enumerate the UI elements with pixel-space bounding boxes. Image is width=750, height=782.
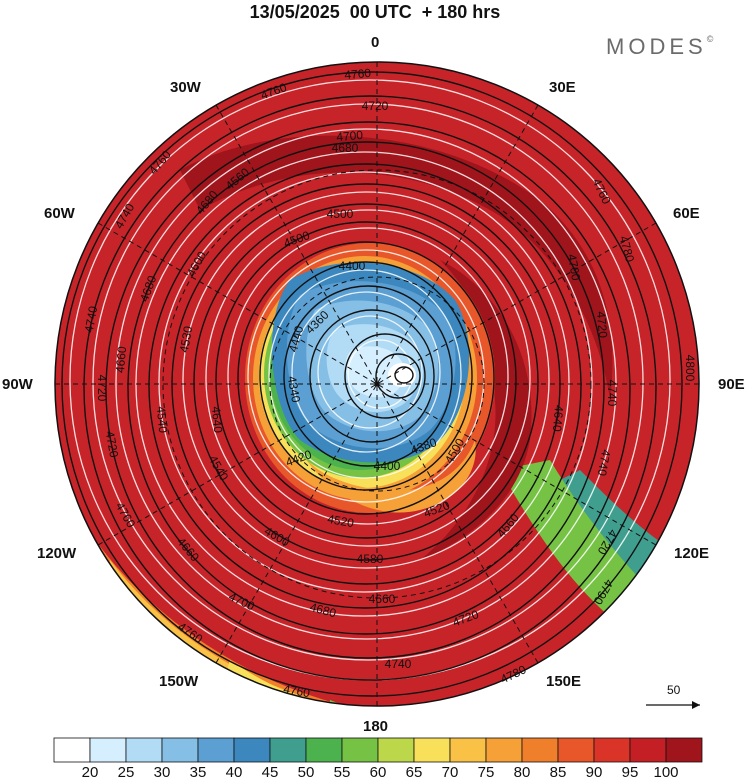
contour-label: 4760 <box>282 682 311 700</box>
colorbar-label: 85 <box>549 764 567 781</box>
contour-label: 4520 <box>326 512 355 530</box>
colorbar-label: 55 <box>333 764 351 781</box>
colorbar-swatch <box>233 737 271 763</box>
contour-label: 4700 <box>336 128 364 144</box>
contour-label: 4660 <box>113 345 129 373</box>
lon-label-90e: 90E <box>718 376 745 393</box>
colorbar-swatch <box>485 737 523 763</box>
contour-label: 4660 <box>369 592 396 606</box>
contour-label: 4530 <box>177 325 195 354</box>
colorbar-swatch <box>125 737 163 763</box>
contour-label: 4740 <box>595 448 613 477</box>
contour-label: 4500 <box>327 207 354 221</box>
contour-label: 4680 <box>332 141 359 155</box>
contour-label: 4640 <box>209 406 225 434</box>
contour-label: 4440 <box>286 324 307 354</box>
colorbar-label: 25 <box>117 764 135 781</box>
colorbar-label: 60 <box>369 764 387 781</box>
lon-label-180: 180 <box>363 718 389 735</box>
contour-label: 4720 <box>103 430 121 459</box>
colorbar-swatch <box>305 737 343 763</box>
colorbar-swatch <box>521 737 559 763</box>
colorbar-swatch <box>557 737 595 763</box>
colorbar-swatch <box>593 737 631 763</box>
lon-label-0: 0 <box>371 34 380 51</box>
lon-label-150w: 150W <box>159 673 199 690</box>
wind-reference-label: 50 <box>667 683 681 697</box>
colorbar-swatch <box>413 737 451 763</box>
colorbar-swatch <box>53 737 91 763</box>
contour-label: 4760 <box>344 66 372 82</box>
graticule <box>55 62 699 706</box>
brand-logo: MODES© <box>606 34 713 60</box>
colorbar-label: 100 <box>653 764 679 781</box>
colorbar-label: 65 <box>405 764 423 781</box>
colorbar-swatch <box>341 737 379 763</box>
map-boundary <box>54 61 700 707</box>
lon-label-30e: 30E <box>549 79 576 96</box>
colorbar-swatch <box>269 737 307 763</box>
colorbar-label: 75 <box>477 764 495 781</box>
colorbar-swatch <box>449 737 487 763</box>
colorbar <box>53 737 703 763</box>
colorbar-swatch <box>197 737 235 763</box>
lon-label-60w: 60W <box>44 205 75 222</box>
lon-label-90w: 90W <box>2 376 33 393</box>
contour-label: 4680 <box>308 600 338 621</box>
contour-label: 4580 <box>357 552 384 566</box>
brand-name: MODES <box>606 34 707 59</box>
north-pole-marker <box>374 381 380 387</box>
contour-label: 4720 <box>362 99 389 113</box>
contour-label: 4700 <box>565 253 583 282</box>
lon-label-150e: 150E <box>546 673 582 690</box>
colorbar-label: 30 <box>153 764 171 781</box>
colorbar-label: 20 <box>81 764 99 781</box>
contour-label: 4720 <box>95 375 109 402</box>
colorbar-label: 90 <box>585 764 603 781</box>
colorbar-label: 45 <box>261 764 279 781</box>
colorbar-label: 40 <box>225 764 243 781</box>
lon-label-30w: 30W <box>170 79 201 96</box>
map-title: 13/05/2025 00 UTC + 180 hrs <box>249 2 501 22</box>
contour-label: 4800 <box>683 355 697 382</box>
colorbar-swatch <box>377 737 415 763</box>
contour-label: 4540 <box>154 406 170 434</box>
contour-label: 4780 <box>617 234 638 264</box>
lon-label-120e: 120E <box>674 545 710 562</box>
contour-label: 4340 <box>285 375 303 404</box>
contour-label: 4400 <box>374 459 401 473</box>
contour-label: 4740 <box>82 305 100 334</box>
colorbar-swatch <box>665 737 703 763</box>
lon-label-120w: 120W <box>37 545 77 562</box>
contour-label: 4740 <box>605 380 619 407</box>
contour-label: 4640 <box>550 404 566 432</box>
colorbar-label: 80 <box>513 764 531 781</box>
contour-label: 4720 <box>594 311 610 339</box>
colorbar-label: 50 <box>297 764 315 781</box>
copyright-mark: © <box>706 34 714 44</box>
colorbar-label: 35 <box>189 764 207 781</box>
lon-label-60e: 60E <box>673 205 700 222</box>
colorbar-label: 70 <box>441 764 459 781</box>
wind-reference-arrow <box>646 701 700 709</box>
contour-label: 4740 <box>385 657 412 671</box>
colorbar-swatch <box>161 737 199 763</box>
colorbar-label: 95 <box>621 764 639 781</box>
contour-label: 4400 <box>339 259 366 273</box>
colorbar-swatch <box>89 737 127 763</box>
colorbar-swatch <box>629 737 667 763</box>
